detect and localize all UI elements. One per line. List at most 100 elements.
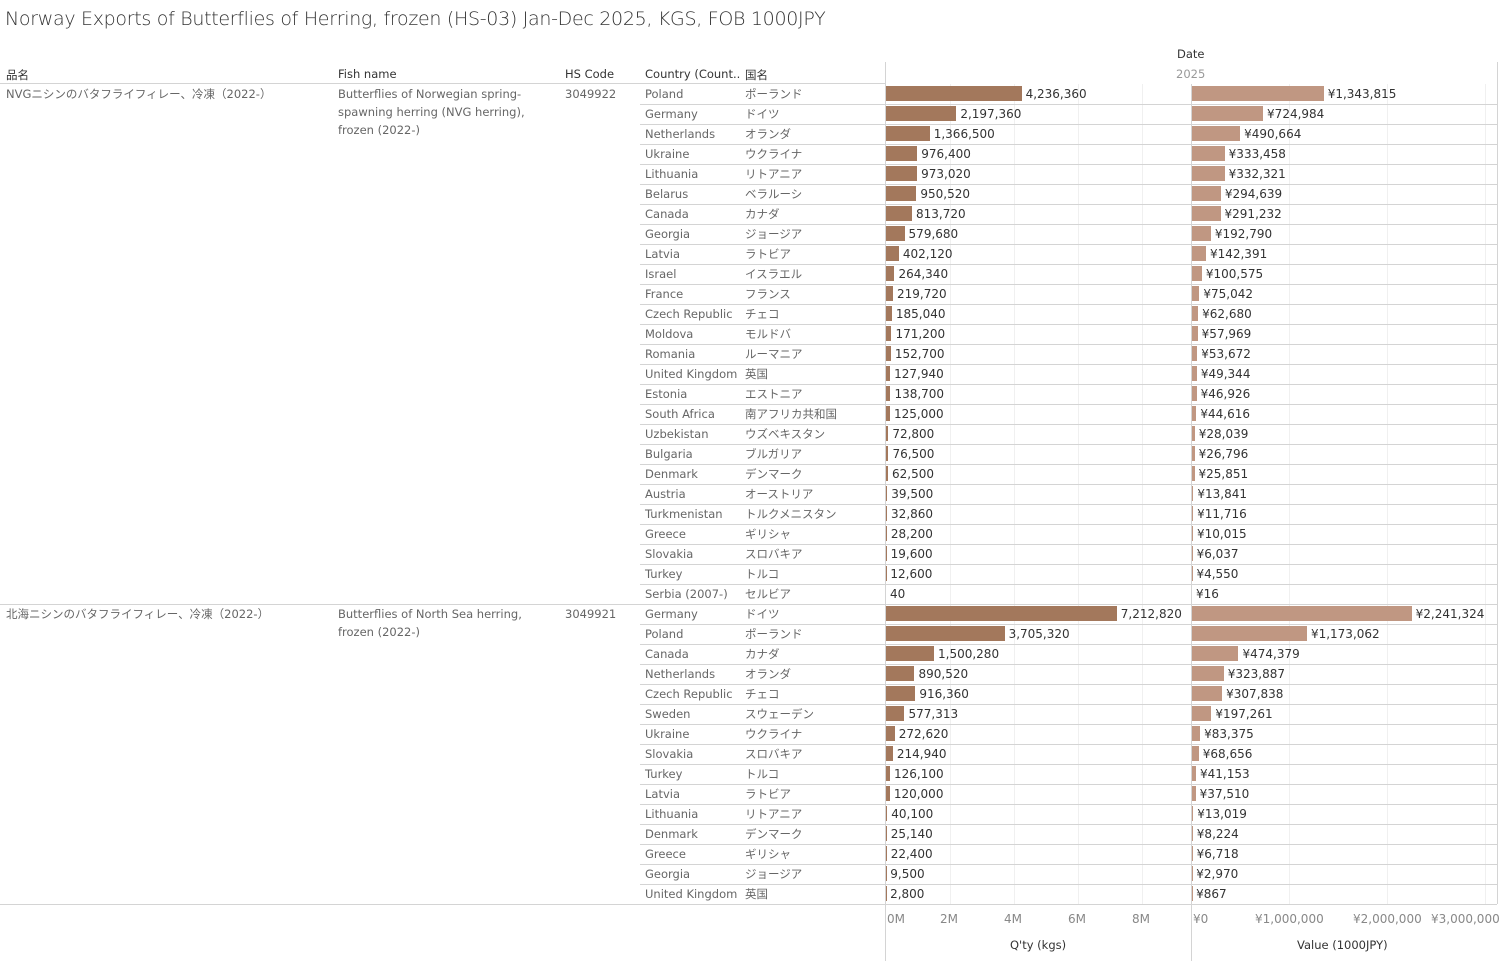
value-bar[interactable] <box>1192 386 1197 401</box>
qty-bar[interactable] <box>886 346 891 361</box>
value-bar[interactable] <box>1192 726 1201 741</box>
qty-bar[interactable] <box>886 826 887 841</box>
qty-bar[interactable] <box>886 806 888 821</box>
country-name[interactable]: Germany <box>645 107 698 121</box>
value-bar[interactable] <box>1192 686 1223 701</box>
country-name[interactable]: Denmark <box>645 467 698 481</box>
value-bar[interactable] <box>1192 146 1225 161</box>
qty-bar[interactable] <box>886 306 892 321</box>
value-bar[interactable] <box>1192 446 1195 461</box>
qty-bar[interactable] <box>886 626 1005 641</box>
country-name[interactable]: Netherlands <box>645 667 716 681</box>
value-bar[interactable] <box>1192 226 1211 241</box>
value-bar[interactable] <box>1192 806 1194 821</box>
value-bar[interactable] <box>1192 506 1194 521</box>
qty-bar[interactable] <box>886 686 916 701</box>
qty-bar[interactable] <box>886 506 888 521</box>
value-bar[interactable] <box>1192 526 1193 541</box>
country-name[interactable]: Denmark <box>645 827 698 841</box>
country-name[interactable]: Uzbekistan <box>645 427 709 441</box>
country-name[interactable]: Latvia <box>645 247 681 261</box>
qty-bar[interactable] <box>886 166 918 181</box>
qty-bar[interactable] <box>886 146 918 161</box>
qty-bar[interactable] <box>886 546 887 561</box>
qty-bar[interactable] <box>886 326 892 341</box>
value-bar[interactable] <box>1192 786 1196 801</box>
country-name[interactable]: Serbia (2007-) <box>645 587 728 601</box>
value-bar[interactable] <box>1192 126 1241 141</box>
country-name[interactable]: Slovakia <box>645 747 694 761</box>
value-bar[interactable] <box>1192 706 1212 721</box>
value-bar[interactable] <box>1192 746 1199 761</box>
value-bar[interactable] <box>1192 406 1197 421</box>
country-name[interactable]: Netherlands <box>645 127 716 141</box>
col-header-product[interactable]: 品名 <box>6 68 29 82</box>
qty-bar[interactable] <box>886 406 890 421</box>
value-bar[interactable] <box>1192 666 1224 681</box>
country-name[interactable]: Canada <box>645 207 689 221</box>
value-bar[interactable] <box>1192 286 1200 301</box>
value-bar[interactable] <box>1192 486 1194 501</box>
qty-bar[interactable] <box>886 266 895 281</box>
value-bar[interactable] <box>1192 846 1193 861</box>
qty-bar[interactable] <box>886 126 930 141</box>
qty-bar[interactable] <box>886 746 893 761</box>
country-name[interactable]: Poland <box>645 627 684 641</box>
value-bar[interactable] <box>1192 826 1193 841</box>
qty-bar[interactable] <box>886 106 957 121</box>
qty-bar[interactable] <box>886 606 1117 621</box>
country-name[interactable]: Ukraine <box>645 147 690 161</box>
qty-bar[interactable] <box>886 226 905 241</box>
country-name[interactable]: Georgia <box>645 867 691 881</box>
value-bar[interactable] <box>1192 166 1225 181</box>
country-name[interactable]: Moldova <box>645 327 694 341</box>
qty-bar[interactable] <box>886 186 917 201</box>
country-name[interactable]: Romania <box>645 347 696 361</box>
value-bar[interactable] <box>1192 606 1412 621</box>
country-name[interactable]: Bulgaria <box>645 447 693 461</box>
country-name[interactable]: Greece <box>645 527 686 541</box>
country-name[interactable]: Lithuania <box>645 807 699 821</box>
value-bar[interactable] <box>1192 206 1221 221</box>
qty-bar[interactable] <box>886 706 905 721</box>
country-name[interactable]: Slovakia <box>645 547 694 561</box>
country-name[interactable]: United Kingdom <box>645 887 738 901</box>
value-bar[interactable] <box>1192 466 1195 481</box>
country-name[interactable]: Israel <box>645 267 677 281</box>
country-name[interactable]: Lithuania <box>645 167 699 181</box>
qty-bar[interactable] <box>886 766 891 781</box>
value-bar[interactable] <box>1192 346 1198 361</box>
country-name[interactable]: Belarus <box>645 187 689 201</box>
qty-bar[interactable] <box>886 246 899 261</box>
qty-bar[interactable] <box>886 386 891 401</box>
qty-bar[interactable] <box>886 646 934 661</box>
qty-bar[interactable] <box>886 446 889 461</box>
country-name[interactable]: Estonia <box>645 387 688 401</box>
value-bar[interactable] <box>1192 546 1193 561</box>
qty-bar[interactable] <box>886 526 887 541</box>
qty-bar[interactable] <box>886 466 888 481</box>
col-header-fish-name[interactable]: Fish name <box>338 67 397 81</box>
value-bar[interactable] <box>1192 366 1197 381</box>
col-header-hs-code[interactable]: HS Code <box>565 67 615 81</box>
country-name[interactable]: Germany <box>645 607 698 621</box>
qty-bar[interactable] <box>886 366 891 381</box>
country-name[interactable]: Turkmenistan <box>645 507 723 521</box>
country-name[interactable]: Turkey <box>645 567 683 581</box>
value-bar[interactable] <box>1192 106 1264 121</box>
value-bar[interactable] <box>1192 326 1198 341</box>
country-name[interactable]: Czech Republic <box>645 687 733 701</box>
country-name[interactable]: Greece <box>645 847 686 861</box>
value-bar[interactable] <box>1192 186 1221 201</box>
country-name[interactable]: France <box>645 287 684 301</box>
country-name[interactable]: Austria <box>645 487 686 501</box>
value-bar[interactable] <box>1192 766 1197 781</box>
country-name[interactable]: Sweden <box>645 707 691 721</box>
value-bar[interactable] <box>1192 646 1239 661</box>
col-header-country-jp[interactable]: 国名 <box>745 68 768 82</box>
value-bar[interactable] <box>1192 626 1307 641</box>
qty-bar[interactable] <box>886 726 895 741</box>
qty-bar[interactable] <box>886 206 913 221</box>
country-name[interactable]: Turkey <box>645 767 683 781</box>
value-bar[interactable] <box>1192 306 1199 321</box>
